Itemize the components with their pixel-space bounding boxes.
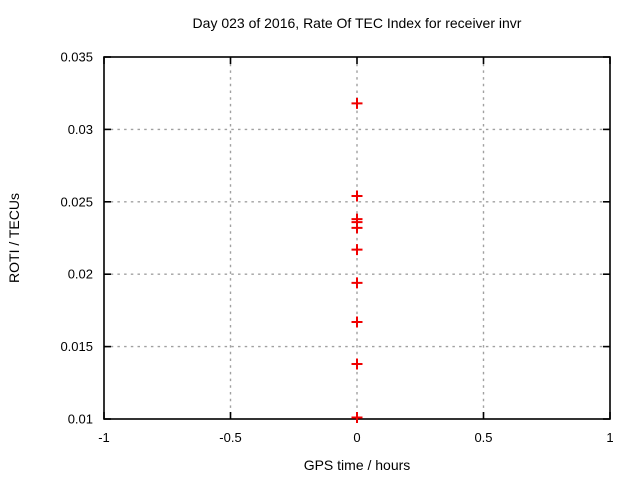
y-tick-label: 0.015 [60,339,93,354]
x-tick-label: -0.5 [219,430,241,445]
data-point [351,412,363,424]
x-tick-label: 0.5 [474,430,492,445]
data-point [351,222,363,234]
y-tick-label: 0.025 [60,194,93,209]
y-tick-label: 0.02 [68,267,93,282]
y-tick-label: 0.03 [68,122,93,137]
series-roti [351,97,363,424]
data-point [351,277,363,289]
chart-title: Day 023 of 2016, Rate Of TEC Index for r… [192,15,522,31]
data-point [351,244,363,256]
x-tick-label: 0 [353,430,360,445]
data-point [351,97,363,109]
data-point [351,190,363,202]
x-tick-label: 1 [606,430,613,445]
y-tick-label: 0.01 [68,412,93,427]
x-tick-label: -1 [98,430,110,445]
x-axis-title: GPS time / hours [303,457,411,473]
tick-labels: -1 -0.5 0 0.5 1 0.01 0.015 0.02 0.025 0.03 0.035 [60,50,613,446]
data-point [351,358,363,370]
data-point [351,316,363,328]
y-tick-label: 0.035 [60,50,93,65]
